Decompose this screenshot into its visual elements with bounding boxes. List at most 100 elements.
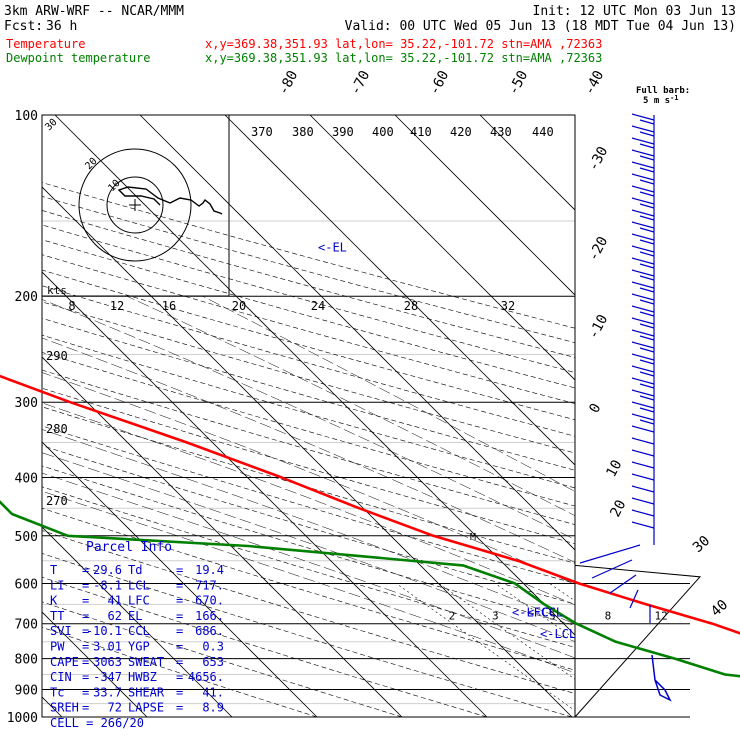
isotherm-label--70: -70 (347, 68, 373, 98)
parcel-key: SREH (50, 701, 79, 715)
parcel-eq: = (82, 624, 89, 638)
parcel-row: CAPE = 3063 SWEAT = 653 (50, 655, 224, 669)
parcel-eq: = (176, 685, 183, 699)
dry-adiabat-160 (42, 239, 575, 389)
pressure-label-200: 200 (15, 290, 38, 305)
header-text: 3km ARW-WRF -- NCAR/MMM Init: 12 UTC Mon… (4, 4, 736, 65)
full-barb-value: 5 m s-1 (643, 94, 679, 106)
parcel-key: TT (50, 609, 64, 623)
isotherm-label--80: -80 (275, 68, 301, 98)
barb-flag-2 (639, 299, 655, 305)
parcel-key: SWEAT (128, 655, 164, 669)
barb-flag (631, 281, 655, 289)
parcel-value: 4656. (188, 670, 224, 684)
barb-flag-2 (639, 119, 655, 125)
parcel-row: SREH = 72 LAPSE = 8.9 (50, 701, 224, 715)
dry-adiabat-140 (42, 269, 575, 421)
hodograph-scale-20: 20 (232, 299, 246, 313)
barb-flag (631, 209, 655, 217)
theta-label-290: 290 (46, 349, 68, 363)
parcel-row: LI = -8.1 LCL = 717. (50, 578, 224, 592)
parcel-row: Tc = 33.7 SHEAR = 41. (50, 685, 224, 699)
wind-barb (631, 461, 655, 469)
isotherm-50 (479, 115, 575, 211)
parcel-row: TT = 62 EL = 166. (50, 609, 224, 623)
barb-flag (631, 389, 655, 397)
parcel-eq: = (176, 655, 183, 669)
isotherm-40 (394, 115, 575, 296)
hodograph-ring-label-20: 20 (83, 156, 99, 172)
wind-barb (631, 281, 655, 293)
barb-flag-2 (639, 131, 655, 137)
dry-adiabat-110 (42, 317, 575, 471)
wind-barb (631, 245, 655, 257)
mixing-ratio-5 (495, 583, 575, 640)
barb-flag (631, 269, 655, 277)
dry-adiabat--10 (42, 553, 573, 717)
pressure-label-300: 300 (15, 396, 38, 411)
forecast-hour: 36 h (46, 19, 77, 34)
parcel-cell: CELL = 266/20 (50, 716, 144, 730)
wind-barb (631, 329, 655, 341)
hodograph-unit-label: kts (47, 284, 67, 297)
dry-adiabat-0 (42, 530, 575, 694)
barb-flag (631, 377, 655, 385)
parcel-eq: = (82, 563, 89, 577)
barb-flag-2 (639, 395, 655, 401)
theta-label-390: 390 (332, 125, 354, 139)
wind-barb (631, 233, 655, 245)
hodograph-scale-24: 24 (311, 299, 325, 313)
barb-flag-2 (639, 287, 655, 293)
full-barb-value-main: 5 m s (643, 96, 670, 106)
barb-flag (631, 293, 655, 301)
pressure-label-1000: 1000 (7, 711, 38, 726)
parcel-value: 72 (108, 701, 122, 715)
wind-barb (631, 473, 655, 481)
full-barb-label: Full barb: (636, 86, 690, 96)
parcel-eq: = (82, 594, 89, 608)
barb-flag (631, 221, 655, 229)
lower-barb-0 (579, 544, 641, 564)
mixing-ratio-2 (396, 583, 575, 711)
hodograph-scale-16: 16 (162, 299, 176, 313)
parcel-value: 41 (108, 594, 122, 608)
dewpoint-trace (0, 500, 740, 678)
parcel-info-title: Parcel Info (86, 540, 172, 555)
temperature-legend: Temperature (6, 37, 85, 51)
wind-barb (631, 137, 655, 149)
wind-barb (631, 389, 655, 401)
wind-barb (631, 509, 655, 517)
parcel-row: T = 29.6 Td = 19.4 (50, 563, 224, 577)
pressure-label-600: 600 (15, 577, 38, 592)
barb-flag (631, 305, 655, 313)
isotherm-label--50: -50 (505, 68, 531, 98)
full-barb-value-exp: -1 (670, 94, 678, 102)
barb-flag (631, 341, 655, 349)
isotherm-label-40: 40 (708, 597, 731, 620)
barb-flag-2 (639, 227, 655, 233)
parcel-key: HWBZ (128, 670, 157, 684)
dry-adiabat-170 (42, 224, 575, 373)
parcel-row: CIN = -347 HWBZ = 4656. (50, 670, 224, 684)
parcel-key: SHEAR (128, 685, 165, 699)
barb-flag-2 (639, 263, 655, 269)
isotherm-label--30: -30 (585, 144, 611, 174)
wind-barb (631, 353, 655, 365)
isotherm--30 (42, 356, 403, 717)
parcel-value: 62 (108, 609, 122, 623)
parcel-key: LFC (128, 594, 150, 608)
wind-barb (631, 209, 655, 221)
barb-flag (631, 233, 655, 241)
isotherm--10 (42, 186, 573, 717)
wind-barb (631, 437, 655, 445)
marker-lfc: <-LFC (512, 605, 548, 619)
moist-adiabat-28 (42, 337, 575, 563)
parcel-eq: = (82, 655, 89, 669)
parcel-eq: = (176, 594, 183, 608)
parcel-key: PW (50, 640, 65, 654)
parcel-eq: = (82, 609, 89, 623)
barb-flag (631, 461, 655, 469)
barb-flag (631, 161, 655, 169)
hodograph-scale-32: 32 (501, 299, 515, 313)
